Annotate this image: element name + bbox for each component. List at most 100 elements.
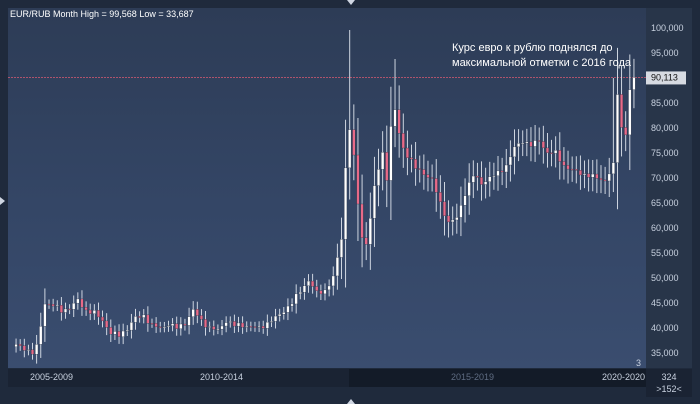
candle-down <box>175 323 179 329</box>
candle-up <box>274 315 278 322</box>
candle-down <box>574 169 578 171</box>
candle-up <box>129 322 133 331</box>
candle-down <box>80 298 84 308</box>
candle-down <box>232 321 236 327</box>
price-axis[interactable] <box>646 8 692 368</box>
candle-up <box>521 142 525 145</box>
candle-down <box>18 344 22 346</box>
scroll-up-arrow-icon[interactable] <box>347 0 355 5</box>
candle-down <box>195 309 199 316</box>
candle-up <box>220 325 224 330</box>
candle-up <box>64 308 67 313</box>
candle-down <box>146 314 150 324</box>
candle-up <box>467 182 471 196</box>
candle-down <box>578 170 582 176</box>
candle-down <box>360 203 364 238</box>
y-tick-label: 50,000 <box>651 273 679 283</box>
candle-down <box>117 331 121 337</box>
candle-down <box>410 157 413 160</box>
candle-down <box>385 152 389 181</box>
candle-up <box>632 77 636 90</box>
candle-down <box>109 327 113 335</box>
candle-down <box>31 349 35 355</box>
candle-down <box>68 308 72 311</box>
candle-up <box>142 314 146 318</box>
candle-down <box>541 141 545 149</box>
time-axis-shaded-segment <box>349 369 646 387</box>
candle-down <box>315 286 319 291</box>
candle-up <box>216 328 220 331</box>
candle-down <box>599 178 603 181</box>
candle-up <box>611 162 615 175</box>
candle-down <box>183 323 187 326</box>
x-period-label: 2015-2019 <box>451 372 495 382</box>
candle-up <box>451 219 455 223</box>
candle-up <box>265 321 269 329</box>
candle-down <box>418 168 422 170</box>
candle-down <box>311 280 315 287</box>
candle-down <box>480 177 483 185</box>
candle-down <box>212 326 216 330</box>
y-tick-label: 60,000 <box>651 223 679 233</box>
candle-up <box>278 314 282 317</box>
scroll-down-arrow-icon[interactable] <box>347 399 355 404</box>
candle-up <box>504 164 508 173</box>
candle-up <box>344 167 348 240</box>
candle-down <box>105 320 109 328</box>
candle-up <box>372 185 376 219</box>
candle-down <box>500 170 504 173</box>
candle-down <box>550 152 554 154</box>
last-price-value: 90,113 <box>651 72 678 82</box>
candle-up <box>224 322 228 327</box>
candle-up <box>517 143 521 148</box>
candle-up <box>167 325 170 327</box>
candle-down <box>545 147 549 153</box>
candle-up <box>113 331 117 335</box>
candle-up <box>492 175 496 177</box>
bar-counter-total: 324 <box>661 372 677 382</box>
annotation-line-2: максимальной отметки с 2016 года <box>452 57 632 69</box>
candle-down <box>150 323 154 325</box>
candle-down <box>405 147 409 158</box>
candle-down <box>414 159 418 169</box>
candle-up <box>488 176 492 182</box>
candle-up <box>525 141 529 144</box>
candle-up <box>125 329 129 332</box>
candle-down <box>603 179 607 182</box>
y-tick-label: 65,000 <box>651 198 679 208</box>
candle-down <box>562 161 566 166</box>
candle-down <box>595 173 599 179</box>
candle-down <box>138 316 142 318</box>
candle-down <box>430 177 434 179</box>
candle-up <box>615 94 619 163</box>
y-tick-label: 40,000 <box>651 323 679 333</box>
candle-up <box>389 126 393 181</box>
candle-up <box>134 316 137 323</box>
candle-up <box>208 326 212 328</box>
y-tick-label: 95,000 <box>651 48 679 58</box>
candle-up <box>72 302 76 310</box>
candle-up <box>348 129 352 169</box>
candle-up <box>340 239 343 258</box>
scroll-left-arrow-icon[interactable] <box>0 197 5 205</box>
time-axis[interactable]: 2005-2009 2010-2014 2015-2019 2020-2020 <box>8 369 646 387</box>
candle-up <box>171 323 175 326</box>
candle-up <box>245 326 249 328</box>
candle-up <box>92 310 96 314</box>
candle-up <box>471 175 475 183</box>
candle-up <box>294 293 298 305</box>
plot-area[interactable] <box>8 8 646 368</box>
candle-down <box>22 345 26 351</box>
candle-down <box>442 201 446 217</box>
candle-up <box>368 218 372 245</box>
candle-up <box>331 275 335 287</box>
candle-down <box>154 323 158 327</box>
candle-down <box>422 169 426 175</box>
y-tick-label: 70,000 <box>651 173 679 183</box>
candle-up <box>377 169 381 186</box>
candle-down <box>96 310 100 318</box>
chart-title: EUR/RUB Month High = 99,568 Low = 33,687 <box>10 9 194 19</box>
candle-up <box>237 322 240 327</box>
candle-down <box>434 178 438 193</box>
